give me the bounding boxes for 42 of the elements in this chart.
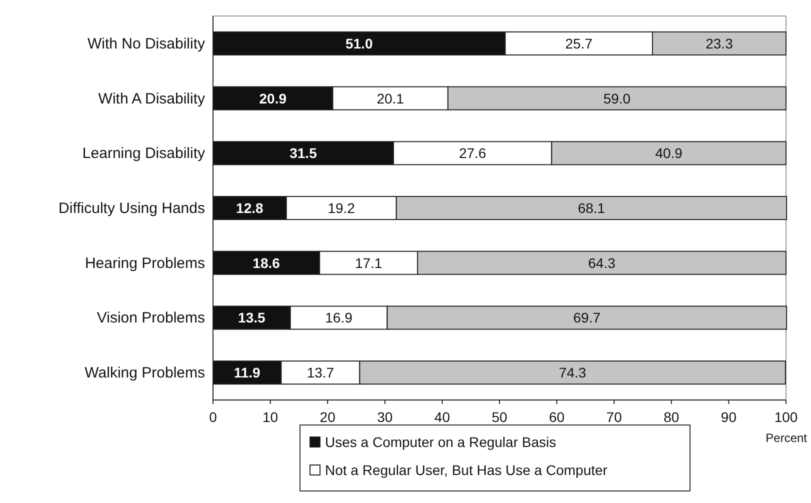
text: 59.0 xyxy=(603,90,631,106)
text: 23.3 xyxy=(706,35,733,52)
x-tick-label: 0 xyxy=(209,409,218,425)
x-tick-label: 20 xyxy=(320,409,336,425)
y-tick-label: Difficulty Using Hands xyxy=(58,200,205,217)
text: 16.9 xyxy=(325,310,352,326)
y-tick-label: Learning Disability xyxy=(82,145,206,162)
text: 19.2 xyxy=(328,200,355,216)
text: 25.7 xyxy=(565,35,592,52)
x-tick-label: 40 xyxy=(434,409,450,425)
text: 64.3 xyxy=(588,254,616,271)
legend-label: Not a Regular User, But Has Use a Computer xyxy=(325,462,608,478)
text: 13.5 xyxy=(238,310,266,326)
text: 20.1 xyxy=(376,90,404,106)
text: 51.0 xyxy=(345,35,373,52)
text: 40.9 xyxy=(655,145,682,162)
text: 27.6 xyxy=(458,145,486,162)
text: 68.1 xyxy=(578,200,606,216)
x-tick-label: 70 xyxy=(606,409,622,425)
x-tick-label: 30 xyxy=(377,409,393,425)
text: 12.8 xyxy=(236,200,264,216)
text: 17.1 xyxy=(354,254,382,271)
text: 20.9 xyxy=(259,90,287,106)
x-axis-title: Percent xyxy=(766,431,808,445)
y-tick-label: With No Disability xyxy=(87,35,206,52)
text: 18.6 xyxy=(252,254,280,271)
x-tick-label: 50 xyxy=(492,409,508,425)
y-tick-label: Hearing Problems xyxy=(84,254,205,272)
legend-label: Uses a Computer on a Regular Basis xyxy=(325,434,556,450)
text: 74.3 xyxy=(558,364,586,381)
x-tick-label: 90 xyxy=(720,409,737,425)
y-tick-label: With A Disability xyxy=(98,90,206,108)
text: 69.7 xyxy=(573,310,601,326)
x-tick-label: 100 xyxy=(774,409,798,425)
x-tick-label: 10 xyxy=(262,409,278,425)
x-tick-label: 60 xyxy=(549,409,565,425)
x-tick-label: 80 xyxy=(664,409,680,425)
text: 31.5 xyxy=(290,145,317,162)
text: 13.7 xyxy=(306,364,334,381)
text: 11.9 xyxy=(234,364,260,381)
y-tick-label: Walking Problems xyxy=(84,364,205,382)
y-tick-label: Vision Problems xyxy=(96,310,205,327)
